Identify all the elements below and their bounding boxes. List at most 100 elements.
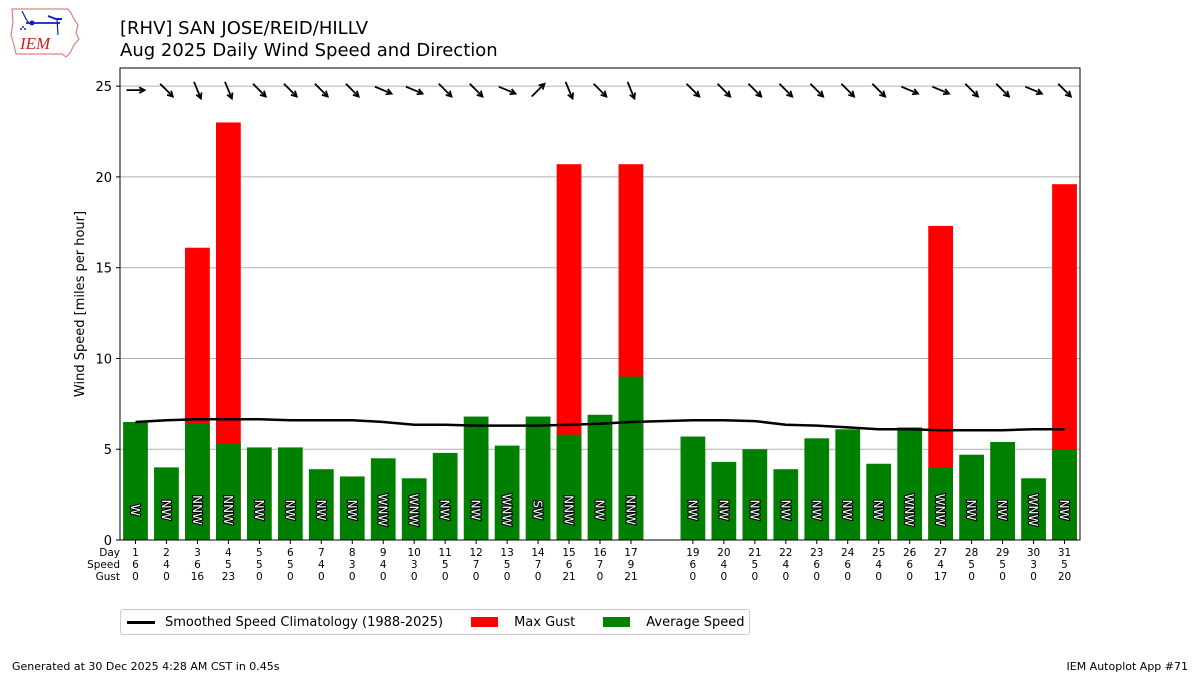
arrow-shaft (564, 81, 574, 99)
arrow-shaft (193, 81, 202, 99)
average-bar (401, 478, 427, 540)
average-bar (959, 454, 984, 540)
day-label: 16 (593, 547, 607, 559)
speed-label: 5 (999, 559, 1006, 571)
logo-text: IEM (19, 34, 51, 53)
wind-arrow-icon (374, 85, 394, 96)
wind-arrow-icon (931, 85, 951, 96)
wind-arrow-icon (193, 81, 203, 101)
arrow-head (538, 82, 546, 90)
direction-label: NNW (562, 495, 576, 525)
average-bar (1021, 478, 1046, 540)
arrow-head (476, 90, 484, 98)
speed-label: 4 (937, 559, 944, 571)
legend-item-max-gust: Max Gust (471, 615, 575, 630)
arrow-shaft (252, 83, 267, 98)
day-label: 31 (1058, 547, 1071, 559)
gust-label: 0 (473, 571, 480, 583)
gust-label: 0 (1030, 571, 1037, 583)
arrow-head (290, 90, 299, 98)
arrow-head (755, 90, 763, 98)
wind-arrow-icon (1057, 83, 1073, 98)
table-row-label: Day (99, 547, 120, 559)
climatology-swatch (127, 620, 155, 624)
gust-label: 0 (968, 571, 975, 583)
arrow-shaft (224, 81, 233, 99)
average-bar (463, 416, 489, 540)
climatology-line (135, 418, 1065, 432)
average-bar (556, 434, 582, 540)
arrow-head (911, 88, 920, 96)
direction-label: WNW (500, 494, 514, 527)
arrow-head (786, 90, 794, 98)
speed-label: 7 (597, 559, 604, 571)
footer-app: IEM Autoplot App #71 (1066, 660, 1189, 673)
average-bar (1052, 449, 1077, 540)
arrow-head (385, 88, 394, 96)
y-axis: 0 5 10 15 20 25 (95, 80, 120, 549)
arrow-head (971, 90, 980, 98)
speed-label: 3 (349, 559, 356, 571)
direction-label: NNW (221, 495, 235, 525)
wind-arrow-icon (840, 83, 856, 98)
direction-label: WNW (933, 494, 947, 527)
gust-label: 0 (411, 571, 418, 583)
legend: Smoothed Speed Climatology (1988-2025) M… (120, 609, 750, 635)
wind-arrow-icon (901, 85, 920, 96)
direction-label: WNW (1026, 494, 1040, 527)
average-bar (680, 436, 706, 540)
average-bar (525, 416, 551, 540)
speed-label: 6 (813, 559, 820, 571)
direction-label: NW (871, 500, 885, 521)
average-bar (990, 441, 1015, 540)
wind-arrow-icon (626, 81, 636, 101)
chart-title-station: [RHV] SAN JOSE/REID/HILLV (120, 18, 369, 39)
speed-label: 5 (504, 559, 511, 571)
gust-label: 0 (504, 571, 511, 583)
speed-label: 3 (1030, 559, 1037, 571)
day-label: 17 (624, 547, 637, 559)
day-label: 22 (779, 547, 792, 559)
gust-label: 0 (442, 571, 449, 583)
speed-label: 5 (287, 559, 294, 571)
arrow-head (321, 90, 329, 98)
average-speed-swatch (603, 617, 631, 627)
day-label: 23 (810, 547, 823, 559)
day-label: 21 (748, 547, 761, 559)
day-label: 26 (903, 547, 917, 559)
average-bar (154, 467, 179, 540)
wind-arrow-icon (685, 83, 701, 98)
direction-label: NW (252, 500, 266, 521)
arrow-head (1035, 88, 1044, 96)
arrow-head (1064, 90, 1073, 98)
speed-label: 4 (318, 559, 325, 571)
direction-label: NNW (190, 495, 204, 525)
legend-label-average-speed: Average Speed (646, 614, 745, 630)
speed-label: 6 (194, 559, 201, 571)
day-label: 9 (380, 547, 387, 559)
day-label: 8 (349, 547, 356, 559)
gust-label: 16 (191, 571, 205, 583)
bars (123, 122, 1077, 540)
average-bar (866, 463, 892, 540)
wind-arrow-icon (778, 83, 794, 98)
direction-label: WNW (407, 494, 421, 527)
day-label: 12 (469, 547, 482, 559)
day-label: 29 (996, 547, 1009, 559)
speed-label: 6 (690, 559, 697, 571)
direction-labels: W NW NNW NNW NW NW NW NW WNW WNW NW NW WNW SW NNW NW NNW… (127, 493, 1072, 528)
speed-label: 6 (844, 559, 851, 571)
average-bar (742, 449, 768, 540)
day-label: 15 (562, 547, 575, 559)
arrow-shaft (374, 85, 392, 95)
arrow-shaft (469, 83, 484, 98)
day-label: 14 (531, 547, 545, 559)
arrow-head (195, 92, 203, 101)
arrow-head (817, 90, 825, 98)
wind-arrow-icon (283, 83, 299, 98)
wind-arrow-icon (126, 86, 147, 94)
day-label: 28 (965, 547, 978, 559)
arrow-shaft (592, 83, 608, 98)
speed-label: 4 (721, 559, 728, 571)
arrow-shaft (1024, 85, 1043, 95)
